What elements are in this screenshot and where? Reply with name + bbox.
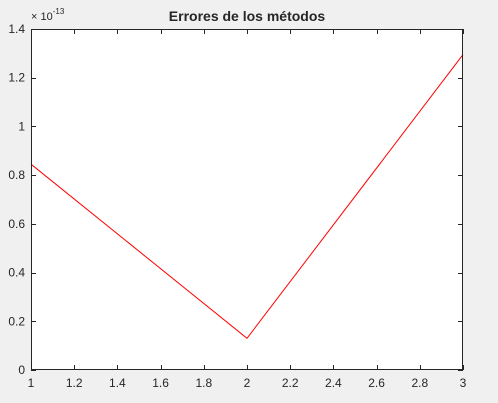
x-tick-label: 2	[244, 376, 251, 390]
chart-title: Errores de los métodos	[169, 8, 326, 24]
y-tick-label: 0	[18, 363, 25, 377]
x-tick-label: 1.8	[195, 376, 212, 390]
y-exponent-label: × 10-13	[31, 7, 65, 23]
y-exponent-power: -13	[53, 7, 65, 16]
series-line	[30, 54, 464, 340]
x-tick-label: 2.6	[368, 376, 385, 390]
x-tick-label: 2.8	[411, 376, 428, 390]
y-exponent-base: × 10	[31, 11, 53, 23]
plot-area	[31, 29, 463, 370]
x-tick-label: 2.2	[282, 376, 299, 390]
y-axis: 0 0.2 0.4 0.6 0.8 1 1.2 1.4	[8, 22, 463, 377]
y-tick-label: 1	[18, 119, 25, 133]
x-tick-label: 1.2	[66, 376, 83, 390]
y-tick-label: 0.6	[8, 217, 25, 231]
y-tick-label: 0.8	[8, 168, 25, 182]
x-tick-label: 1.6	[152, 376, 169, 390]
y-tick-label: 0.4	[8, 266, 25, 280]
y-tick-label: 1.2	[8, 71, 25, 85]
x-axis: 1 1.2 1.4 1.6 1.8 2 2.2 2.4 2.6 2.8 3	[28, 29, 467, 390]
series-layer	[30, 54, 464, 340]
x-tick-label: 2.4	[325, 376, 342, 390]
y-tick-label: 1.4	[8, 22, 25, 36]
x-tick-label: 1	[28, 376, 35, 390]
x-tick-label: 3	[460, 376, 467, 390]
y-tick-label: 0.2	[8, 314, 25, 328]
x-tick-label: 1.4	[109, 376, 126, 390]
